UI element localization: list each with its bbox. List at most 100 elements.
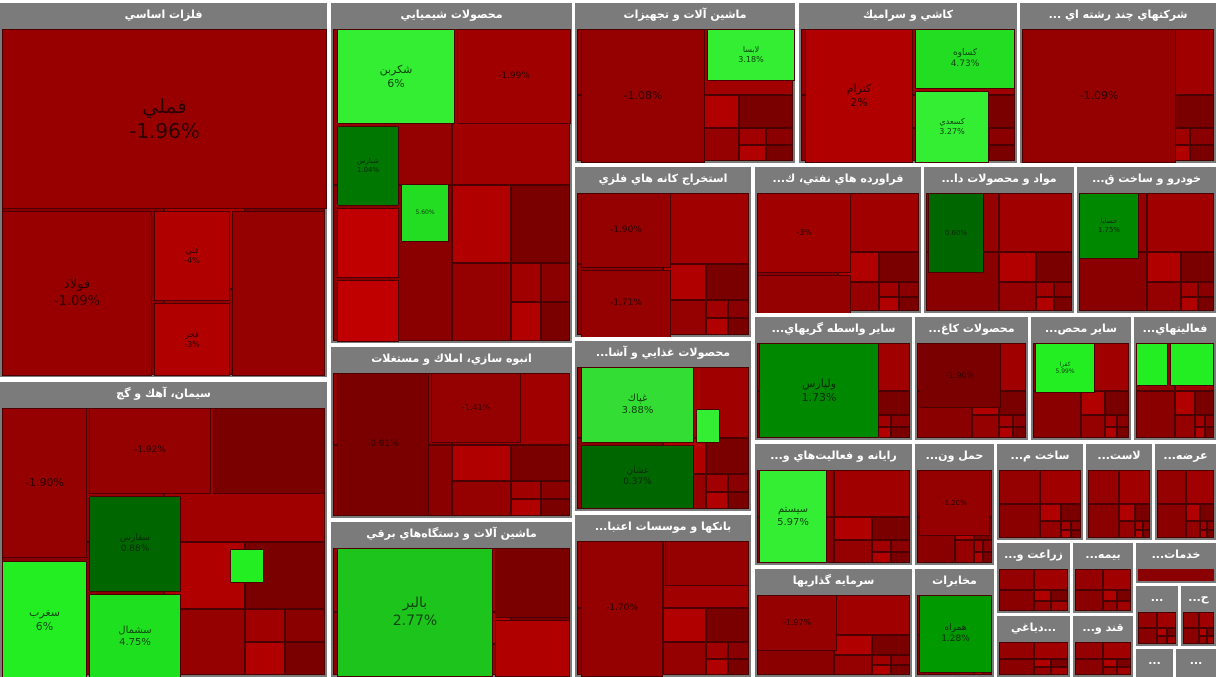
small-stock-tile[interactable] bbox=[999, 252, 1036, 282]
small-stock-tile[interactable] bbox=[766, 145, 793, 161]
small-stock-tile[interactable] bbox=[1181, 282, 1198, 297]
stock-tile[interactable]: فملي -1.96% bbox=[2, 29, 327, 209]
sector-s6[interactable]: ماشين آلات و تجهيزات -1.08% لابسا 3.18% bbox=[575, 3, 795, 163]
small-stock-tile[interactable] bbox=[706, 474, 728, 492]
stock-tile[interactable]: 0.60% bbox=[928, 193, 984, 273]
stock-tile[interactable]: -1.70% bbox=[581, 541, 663, 677]
sector-s20[interactable]: حمل ون... -1.20% bbox=[915, 444, 994, 565]
small-stock-tile[interactable] bbox=[245, 609, 285, 642]
small-stock-tile[interactable] bbox=[999, 659, 1034, 675]
small-stock-tile[interactable] bbox=[1205, 427, 1214, 438]
small-stock-tile[interactable] bbox=[1119, 521, 1135, 538]
small-stock-tile[interactable] bbox=[1167, 628, 1176, 636]
small-stock-tile[interactable] bbox=[1081, 391, 1105, 415]
small-stock-tile[interactable] bbox=[834, 655, 872, 675]
small-stock-tile[interactable] bbox=[1054, 282, 1072, 297]
small-stock-tile[interactable] bbox=[1075, 659, 1103, 675]
small-stock-tile[interactable] bbox=[989, 128, 1015, 145]
small-stock-tile[interactable] bbox=[999, 504, 1040, 538]
small-stock-tile[interactable] bbox=[511, 481, 541, 499]
sector-s23[interactable]: عرضه... bbox=[1155, 444, 1216, 540]
small-stock-tile[interactable] bbox=[706, 642, 728, 659]
small-stock-tile[interactable] bbox=[1117, 659, 1131, 667]
small-stock-tile[interactable] bbox=[1195, 391, 1214, 415]
small-stock-tile[interactable] bbox=[955, 540, 974, 563]
small-stock-tile[interactable] bbox=[452, 185, 511, 263]
stock-tile[interactable]: كفرا 5.99% bbox=[1035, 343, 1095, 393]
small-stock-tile[interactable] bbox=[728, 642, 749, 659]
stock-tile[interactable] bbox=[495, 620, 570, 677]
small-stock-tile[interactable] bbox=[999, 642, 1034, 659]
small-stock-tile[interactable] bbox=[872, 665, 891, 675]
stock-tile[interactable]: 5.60% bbox=[401, 184, 449, 242]
small-stock-tile[interactable] bbox=[891, 655, 910, 665]
small-stock-tile[interactable] bbox=[1157, 504, 1186, 538]
sector-s22[interactable]: لاست... bbox=[1086, 444, 1152, 540]
small-stock-tile[interactable] bbox=[1200, 530, 1207, 538]
small-stock-tile[interactable] bbox=[1054, 297, 1072, 311]
sector-s11[interactable]: شركتهاي چند رشته اي ... -1.09% bbox=[1020, 3, 1216, 163]
small-stock-tile[interactable] bbox=[728, 492, 749, 509]
small-stock-tile[interactable] bbox=[1051, 667, 1068, 675]
stock-tile[interactable]: سشمال 4.75% bbox=[89, 594, 181, 677]
small-stock-tile[interactable] bbox=[1198, 297, 1214, 311]
small-stock-tile[interactable] bbox=[872, 552, 891, 563]
small-stock-tile[interactable] bbox=[1157, 612, 1176, 628]
stock-tile[interactable]: شكربن 6% bbox=[337, 29, 455, 124]
stock-tile[interactable]: -1.92% bbox=[89, 408, 211, 494]
small-stock-tile[interactable] bbox=[1183, 612, 1199, 628]
small-stock-tile[interactable] bbox=[1190, 145, 1214, 161]
small-stock-tile[interactable] bbox=[1061, 521, 1071, 530]
stock-tile[interactable]: -1.90% bbox=[2, 408, 87, 558]
small-stock-tile[interactable] bbox=[706, 608, 749, 642]
small-stock-tile[interactable] bbox=[974, 552, 983, 563]
small-stock-tile[interactable] bbox=[739, 128, 766, 145]
small-stock-tile[interactable] bbox=[1013, 415, 1026, 427]
small-stock-tile[interactable] bbox=[728, 318, 749, 335]
small-stock-tile[interactable] bbox=[1183, 628, 1199, 644]
small-stock-tile[interactable] bbox=[1117, 415, 1129, 427]
small-stock-tile[interactable] bbox=[999, 391, 1026, 415]
small-stock-tile[interactable] bbox=[1103, 659, 1117, 667]
small-stock-tile[interactable] bbox=[1034, 667, 1051, 675]
small-stock-tile[interactable] bbox=[739, 95, 793, 128]
small-stock-tile[interactable] bbox=[879, 297, 899, 311]
small-stock-tile[interactable] bbox=[989, 145, 1015, 161]
small-stock-tile[interactable] bbox=[541, 499, 570, 516]
small-stock-tile[interactable] bbox=[1105, 427, 1117, 438]
stock-tile[interactable]: كسعدي 3.27% bbox=[915, 91, 989, 163]
small-stock-tile[interactable] bbox=[1167, 636, 1176, 644]
small-stock-tile[interactable] bbox=[1207, 530, 1214, 538]
stock-tile[interactable]: سيستم 5.97% bbox=[759, 470, 827, 563]
small-stock-tile[interactable] bbox=[999, 470, 1040, 504]
small-stock-tile[interactable] bbox=[879, 252, 919, 282]
small-stock-tile[interactable] bbox=[1138, 612, 1157, 628]
sector-s28[interactable]: خدمات... bbox=[1136, 543, 1216, 583]
small-stock-tile[interactable] bbox=[1051, 590, 1068, 601]
sector-s8[interactable]: محصولات غذايي و آشا... غپاك 3.88% غشان 0.37% bbox=[575, 341, 751, 511]
sector-s9[interactable]: بانكها و موسسات اعتبا... -1.70% bbox=[575, 515, 751, 677]
stock-tile[interactable]: غپاك 3.88% bbox=[581, 367, 694, 443]
small-stock-tile[interactable] bbox=[1143, 521, 1150, 530]
sector-s13[interactable]: مواد و محصولات دا... 0.60% bbox=[924, 167, 1074, 313]
sector-s24[interactable]: سرمايه گذاريها -1.97% bbox=[755, 569, 912, 677]
small-stock-tile[interactable] bbox=[1071, 521, 1081, 530]
small-stock-tile[interactable] bbox=[1135, 521, 1143, 530]
small-stock-tile[interactable] bbox=[663, 642, 706, 675]
stock-tile[interactable]: سغرب 6% bbox=[2, 561, 87, 677]
stock-tile[interactable] bbox=[1170, 343, 1214, 386]
small-stock-tile[interactable] bbox=[285, 642, 325, 675]
small-stock-tile[interactable] bbox=[1040, 470, 1081, 504]
small-stock-tile[interactable] bbox=[891, 665, 910, 675]
small-stock-tile[interactable] bbox=[1195, 427, 1205, 438]
stock-tile[interactable]: -1.90% bbox=[919, 343, 1001, 408]
small-stock-tile[interactable] bbox=[1075, 590, 1103, 611]
small-stock-tile[interactable] bbox=[1051, 659, 1068, 667]
small-stock-tile[interactable] bbox=[245, 642, 285, 675]
small-stock-tile[interactable] bbox=[1088, 504, 1119, 538]
stock-tile[interactable]: -1.09% bbox=[1022, 29, 1176, 163]
small-stock-tile[interactable] bbox=[706, 264, 749, 300]
small-stock-tile[interactable] bbox=[899, 297, 919, 311]
stock-tile[interactable]: -1.97% bbox=[757, 595, 837, 651]
small-stock-tile[interactable] bbox=[834, 470, 910, 517]
